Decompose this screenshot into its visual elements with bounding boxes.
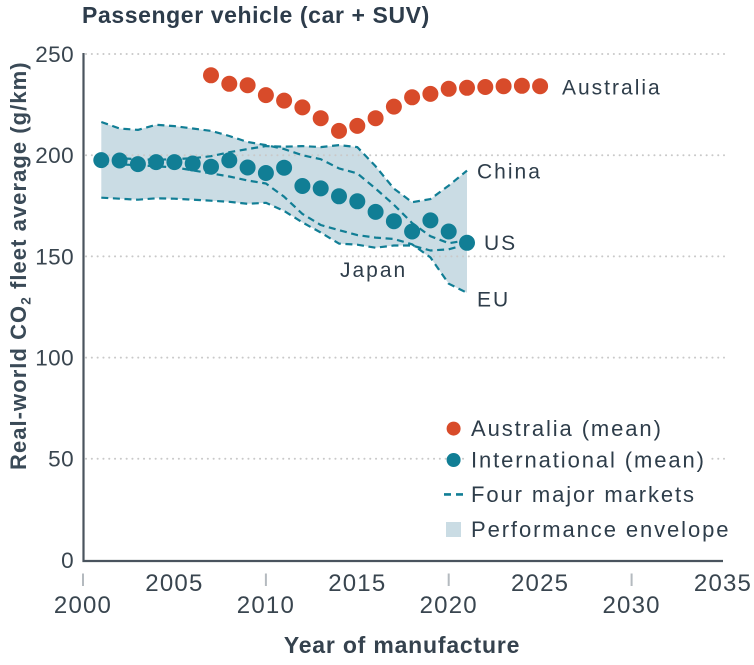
svg-text:Passenger vehicle (car + SUV): Passenger vehicle (car + SUV) xyxy=(82,2,430,28)
svg-text:Performance envelope: Performance envelope xyxy=(471,517,730,542)
svg-text:Australia (mean): Australia (mean) xyxy=(471,416,663,441)
svg-text:0: 0 xyxy=(61,548,74,573)
svg-text:2010: 2010 xyxy=(237,592,295,619)
svg-text:Year of manufacture: Year of manufacture xyxy=(284,632,520,658)
svg-text:2020: 2020 xyxy=(420,592,478,619)
svg-text:Real-world CO2 fleet average (: Real-world CO2 fleet average (g/km) xyxy=(6,61,34,470)
svg-text:Four major markets: Four major markets xyxy=(471,482,696,507)
svg-text:China: China xyxy=(477,161,542,184)
svg-text:2000: 2000 xyxy=(54,592,112,619)
svg-text:200: 200 xyxy=(35,143,74,168)
svg-text:US: US xyxy=(484,232,517,255)
svg-text:EU: EU xyxy=(477,289,510,312)
svg-text:50: 50 xyxy=(48,447,74,472)
svg-text:2005: 2005 xyxy=(145,570,203,597)
svg-text:250: 250 xyxy=(35,42,74,67)
svg-text:International (mean): International (mean) xyxy=(471,448,706,473)
svg-text:2015: 2015 xyxy=(328,570,386,597)
svg-text:Japan: Japan xyxy=(340,259,407,282)
svg-text:100: 100 xyxy=(35,346,74,371)
svg-text:Australia: Australia xyxy=(562,77,662,100)
svg-text:2030: 2030 xyxy=(602,592,660,619)
svg-text:150: 150 xyxy=(35,244,74,269)
svg-text:2025: 2025 xyxy=(511,570,569,597)
svg-text:2035: 2035 xyxy=(694,570,752,597)
